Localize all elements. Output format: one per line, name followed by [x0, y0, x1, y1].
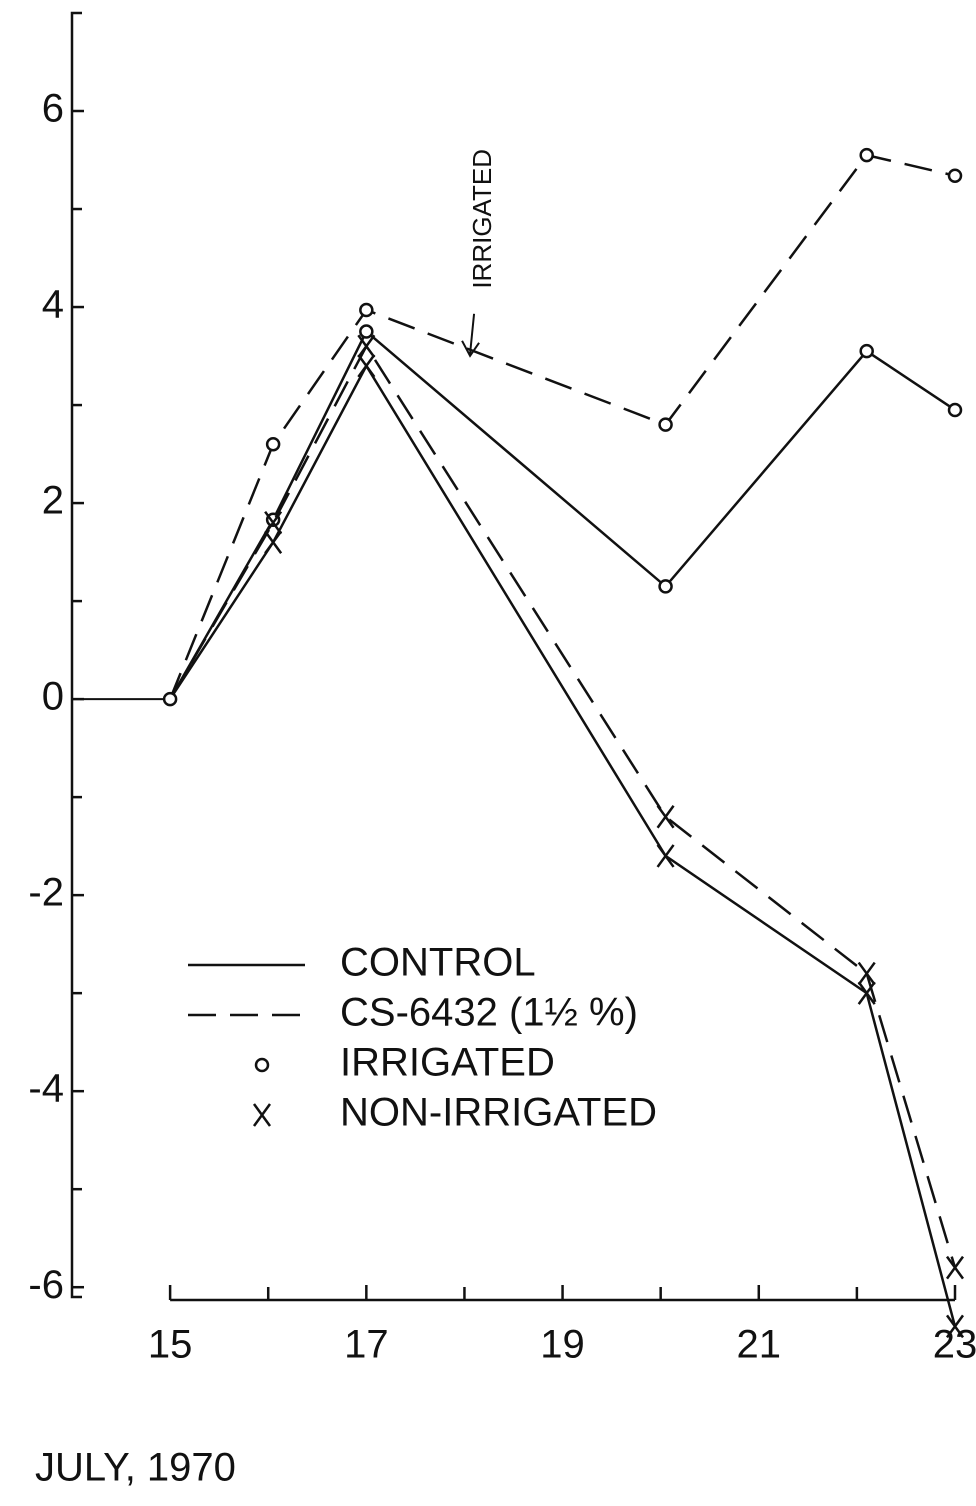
marker-cross — [357, 334, 376, 358]
marker-circle — [947, 168, 963, 183]
marker-cross — [357, 354, 376, 378]
legend-label: IRRIGATED — [340, 1041, 555, 1085]
marker-circle — [947, 402, 963, 418]
marker-circle — [254, 1057, 270, 1073]
x-tick-label: 19 — [540, 1323, 585, 1367]
marker-cross — [264, 530, 283, 555]
x-tick-label: 17 — [344, 1323, 389, 1367]
marker-cross — [656, 844, 675, 868]
x-tick-label: 21 — [737, 1323, 782, 1367]
marker-cross — [857, 961, 876, 986]
y-tick-label: 0 — [42, 675, 64, 719]
marker-cross — [945, 1255, 965, 1280]
y-tick-label: 6 — [42, 87, 64, 131]
y-tick-label: -2 — [28, 871, 64, 915]
y-axis — [70, 11, 82, 1299]
series-line — [169, 343, 957, 1268]
y-tick-label: 2 — [42, 479, 64, 523]
marker-circle — [162, 691, 178, 707]
marker-cross — [857, 981, 876, 1005]
marker-circle — [359, 324, 374, 339]
legend-label: CS-6432 (1½ %) — [340, 991, 638, 1035]
x-tick-label: 15 — [148, 1323, 193, 1367]
marker-cross — [252, 1103, 272, 1127]
marker-cross — [656, 804, 675, 829]
marker-circle — [859, 343, 874, 359]
series-line — [169, 363, 957, 1327]
x-axis-label: JULY, 1970 — [35, 1446, 236, 1490]
y-tick-label: -4 — [28, 1067, 64, 1111]
marker-circle — [359, 302, 374, 318]
legend-label: CONTROL — [340, 941, 536, 985]
annotation: IRRIGATED — [467, 149, 497, 289]
marker-circle — [658, 417, 673, 432]
legend-label: NON-IRRIGATED — [340, 1091, 657, 1135]
y-tick-label: -6 — [28, 1263, 64, 1307]
marker-circle — [859, 147, 874, 163]
y-tick-label: 4 — [42, 283, 64, 327]
marker-circle — [658, 579, 673, 594]
marker-circle — [265, 437, 281, 452]
x-tick-label: 23 — [933, 1323, 976, 1367]
series-line — [168, 153, 956, 700]
annotation-arrow — [461, 313, 480, 358]
marker-cross — [945, 1314, 965, 1339]
